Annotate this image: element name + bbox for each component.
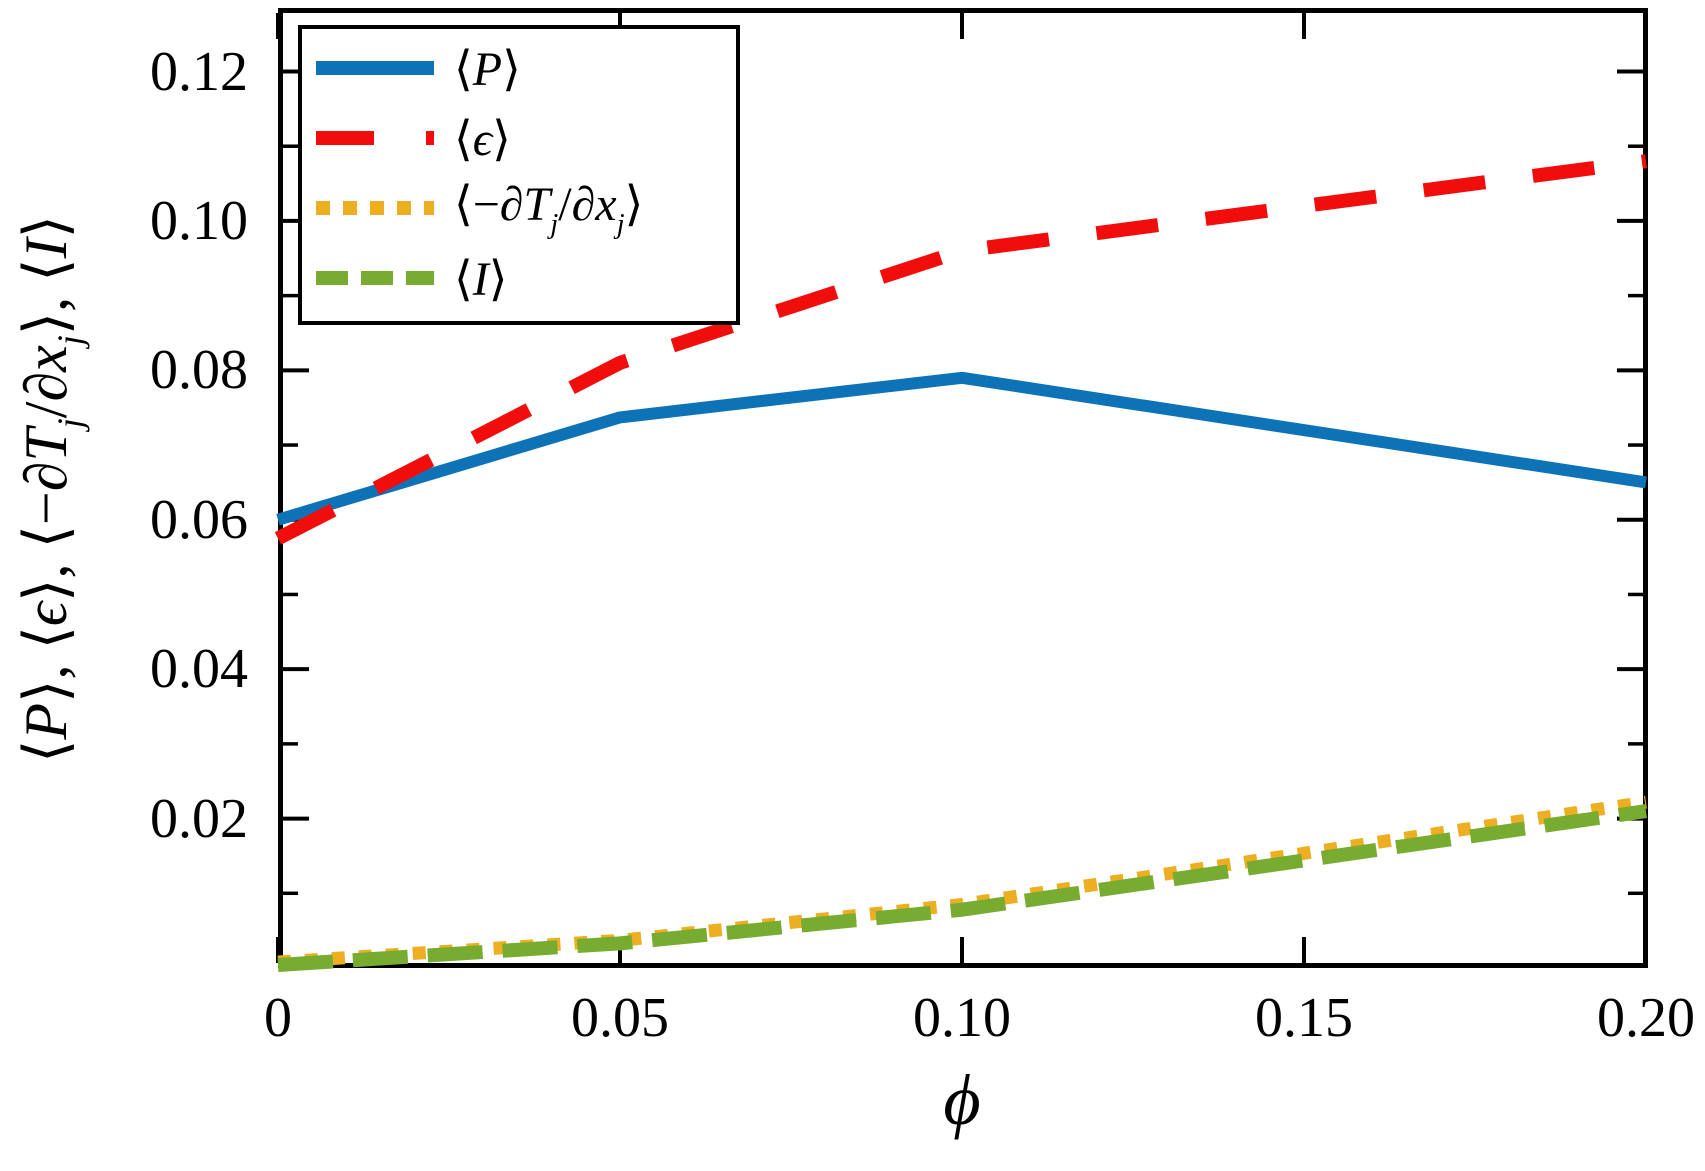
x-tick-label: 0.10 [913, 987, 1011, 1049]
label-segment: ∂T [12, 428, 79, 492]
label-segment: ⟩ [488, 253, 508, 306]
legend: ⟨P⟩ ⟨ϵ⟩ ⟨−∂Tj/∂xj⟩ ⟨I⟩ [298, 25, 740, 325]
label-segment: ⟩, ⟨ [12, 626, 79, 703]
legend-key-dTdx-series [316, 199, 434, 222]
label-segment: ⟩ [492, 113, 511, 166]
label-segment: j [50, 335, 91, 346]
label-segment: ⟩ [502, 43, 521, 96]
legend-key-I-series [316, 269, 434, 292]
x-tick-label: 0.05 [571, 987, 669, 1049]
legend-entry-epsilon-series: ⟨ϵ⟩ [316, 105, 736, 175]
legend-entry-P-series: ⟨P⟩ [316, 35, 736, 105]
label-segment: ∂x [12, 345, 79, 402]
label-segment: ⟨− [454, 178, 500, 232]
legend-label-dTdx-series: ⟨−∂Tj/∂xj⟩ [454, 181, 643, 239]
label-segment: j [50, 418, 91, 429]
series-line [277, 804, 1647, 972]
y-tick-label: 0.10 [150, 189, 248, 252]
y-tick-label: 0.04 [150, 638, 248, 701]
label-segment: ⟨ [12, 739, 79, 763]
legend-key-epsilon-series [316, 129, 434, 152]
legend-label-epsilon-series: ⟨ϵ⟩ [454, 116, 511, 164]
label-segment: / [12, 401, 79, 419]
y-tick-label: 0.02 [150, 787, 248, 850]
y-axis-label: ⟨P⟩, ⟨ϵ⟩, ⟨−∂Tj/∂xj⟩, ⟨I⟩ [12, 215, 91, 763]
label-segment: P [472, 43, 503, 96]
series-line [276, 371, 1647, 526]
x-tick-label: 0.15 [1255, 987, 1353, 1049]
series-line [274, 154, 1647, 545]
label-segment: j [550, 208, 559, 241]
label-segment: j [616, 208, 625, 241]
label-segment: P [12, 702, 79, 740]
y-tick-label: 0.08 [150, 339, 248, 402]
label-segment: ⟨ [454, 253, 473, 306]
x-axis-label: ϕ [943, 1060, 981, 1140]
label-segment: ⟩ [624, 178, 644, 232]
label-segment: / [558, 178, 572, 232]
label-segment: ⟩, ⟨− [12, 491, 79, 602]
label-segment: ⟨ [454, 43, 473, 96]
x-tick-label: 0.20 [1597, 987, 1695, 1049]
label-segment: I [472, 253, 489, 306]
legend-entry-dTdx-series: ⟨−∂Tj/∂xj⟩ [316, 175, 736, 245]
legend-key-P-series [316, 59, 434, 82]
label-segment: ∂x [571, 178, 617, 232]
label-segment: ϵ [472, 113, 493, 166]
label-segment: ⟩, ⟨ [12, 258, 79, 336]
legend-label-P-series: ⟨P⟩ [454, 46, 521, 94]
plot-frame [278, 8, 1648, 968]
label-segment: ∂T [499, 178, 551, 232]
y-tick-label: 0.06 [150, 488, 248, 551]
label-segment: I [12, 238, 79, 259]
label-segment: ⟨ [454, 113, 473, 166]
label-segment: ϵ [12, 601, 79, 627]
x-tick-label: 0 [264, 987, 292, 1049]
legend-entry-I-series: ⟨I⟩ [316, 245, 736, 315]
y-tick-label: 0.12 [150, 40, 248, 103]
label-segment: ⟩ [12, 215, 79, 239]
legend-label-I-series: ⟨I⟩ [454, 256, 507, 304]
